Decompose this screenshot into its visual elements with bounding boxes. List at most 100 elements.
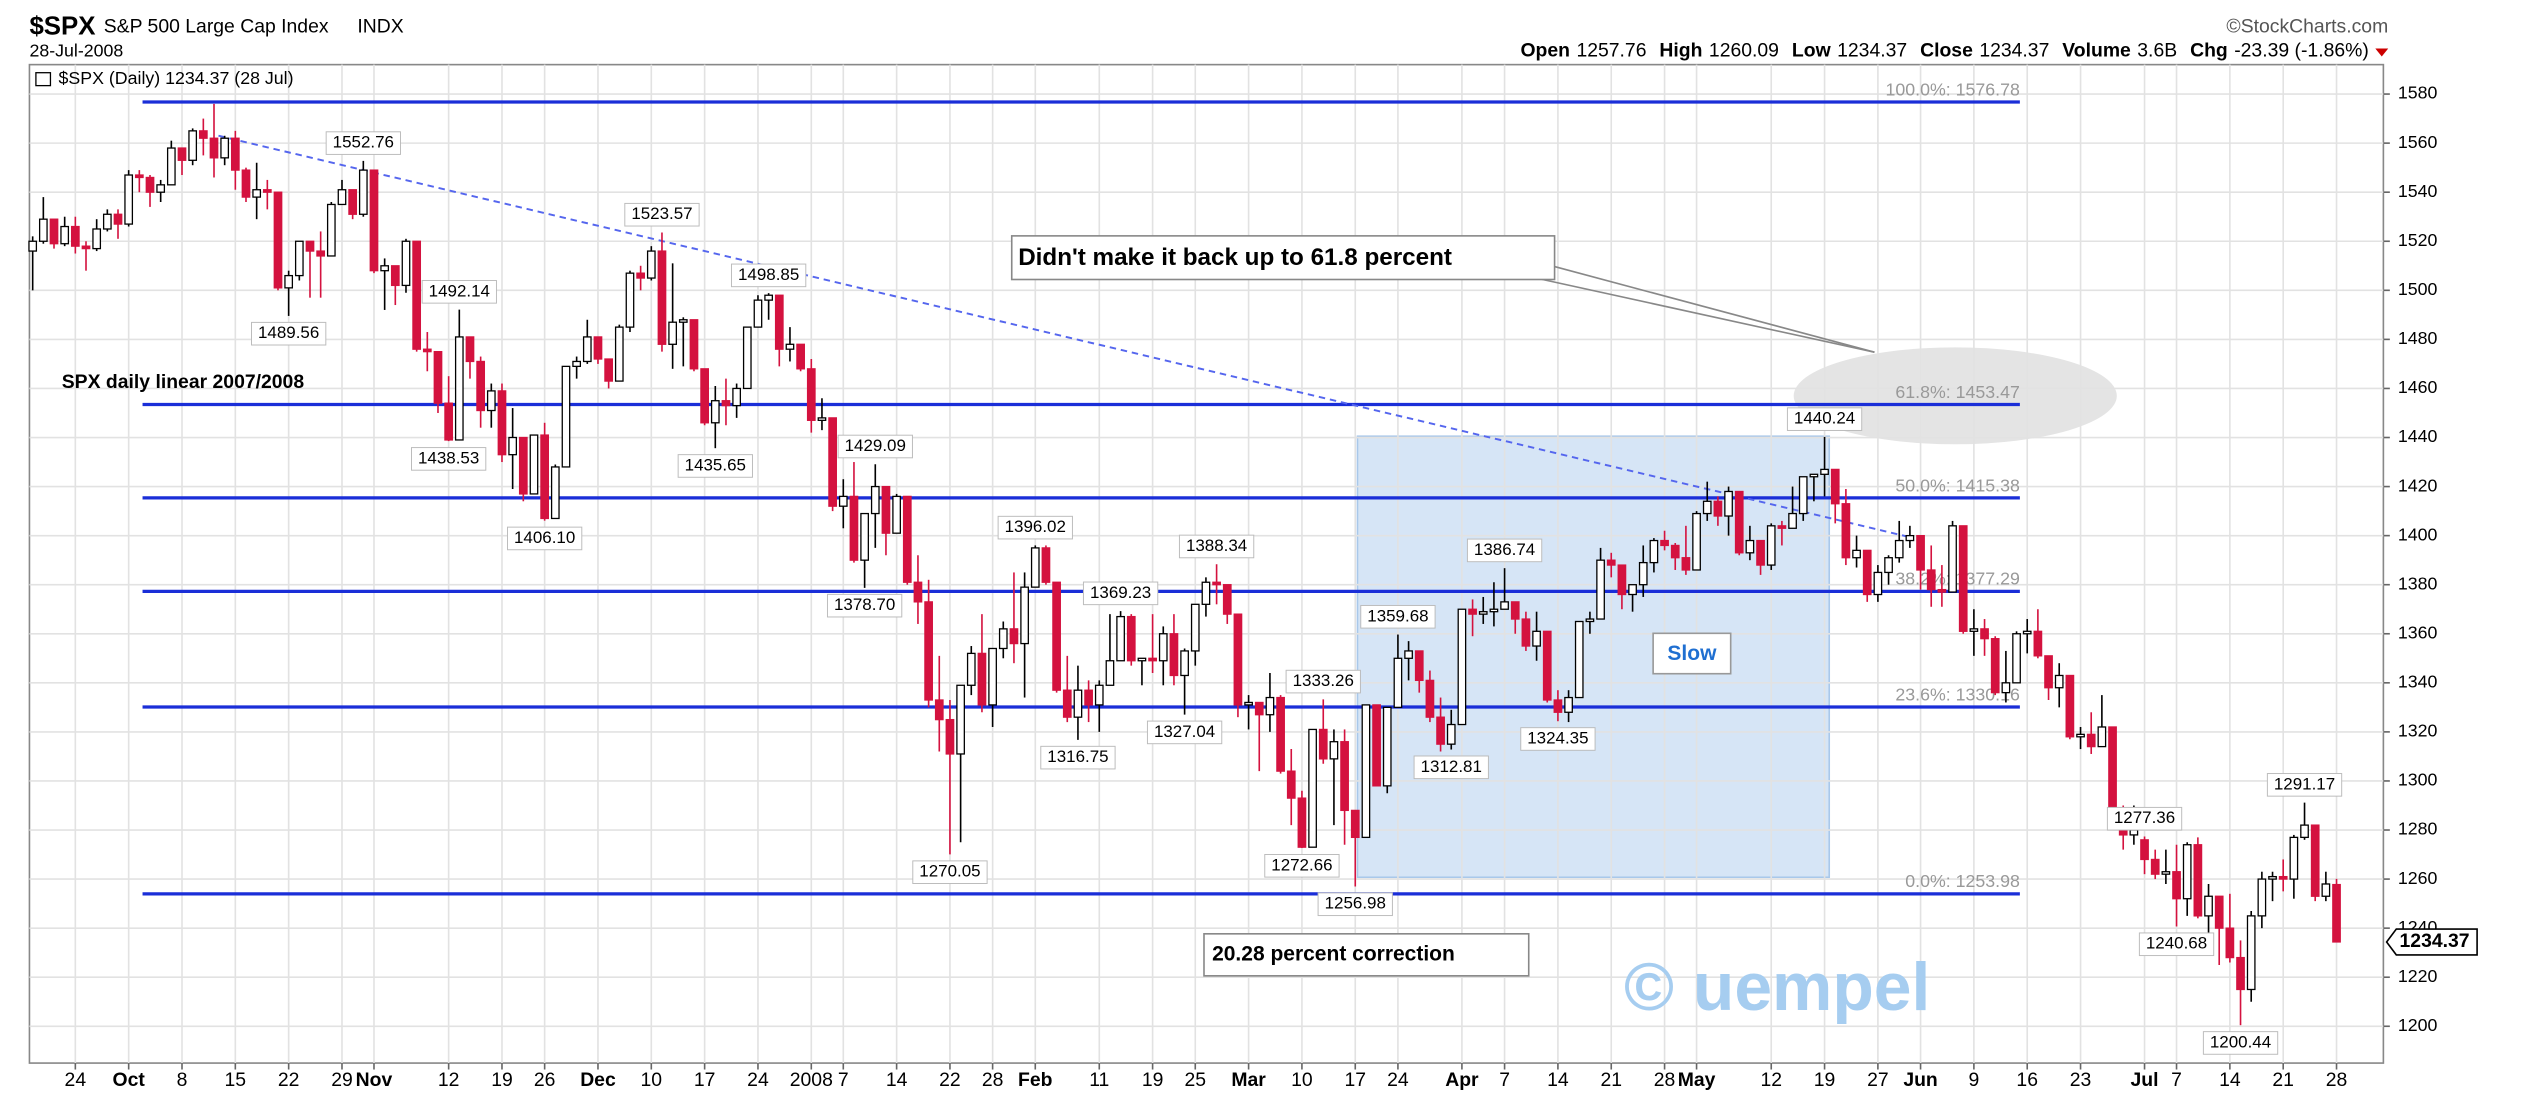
pivot-label: 1489.56 (258, 323, 319, 342)
pivot-label: 1492.14 (429, 281, 490, 300)
x-tick-label: 16 (2016, 1069, 2038, 1091)
quote-value: 1234.37 (1837, 40, 1907, 62)
pivot-label: 1333.26 (1293, 671, 1354, 690)
candle-body (262, 189, 272, 193)
x-tick-label: 22 (278, 1069, 300, 1091)
x-tick-label: 19 (1814, 1069, 1836, 1091)
candle-body (572, 360, 582, 368)
candle-body (2257, 878, 2267, 917)
candle-body (1286, 770, 1296, 799)
pivot-label: 1359.68 (1367, 606, 1428, 625)
candle-body (1926, 569, 1936, 591)
candle-body (337, 189, 347, 206)
candle-body (998, 628, 1008, 650)
candle-body (1670, 544, 1680, 559)
candle-body (2022, 630, 2032, 635)
candle-body (1766, 525, 1776, 566)
y-tick-label: 1540 (2398, 181, 2438, 201)
candle-body (1425, 679, 1435, 718)
pivot-label: 1435.65 (685, 455, 746, 474)
pivot-label: 1316.75 (1047, 747, 1108, 766)
candle-body (625, 272, 635, 328)
candle-body (476, 360, 486, 412)
x-tick-label: 28 (2326, 1069, 2348, 1091)
pivot-label: 1327.04 (1154, 722, 1215, 741)
candle-body (636, 272, 646, 279)
pivot-box (1285, 669, 1361, 694)
candle-body (2044, 655, 2053, 689)
candle-body (390, 265, 400, 287)
candle-body (1052, 581, 1061, 691)
candle-body (2001, 682, 2011, 694)
x-tick-label: 24 (65, 1069, 87, 1091)
x-tick-label: 12 (1760, 1069, 1782, 1091)
quote-value: -23.39 (-1.86%) (2234, 40, 2369, 62)
x-tick-label: 8 (177, 1069, 188, 1091)
quote-key: High (1659, 40, 1702, 62)
candle-body (1692, 512, 1701, 571)
candle-body (1884, 557, 1893, 574)
candle-body (1148, 657, 1157, 662)
candle-body (1020, 586, 1029, 645)
candle-body (1446, 723, 1456, 745)
candle-body (1276, 696, 1285, 772)
candle-body (1862, 549, 1872, 596)
candle-body (2076, 733, 2085, 738)
candle-body (1190, 603, 1200, 652)
source: ©StockCharts.com (2226, 16, 2388, 38)
candle-body (849, 495, 859, 561)
callout-text: Didn't make it back up to 61.8 percent (1018, 244, 1452, 271)
candle-body (1361, 704, 1371, 839)
x-tick-label: Oct (113, 1069, 146, 1091)
x-tick-label: 23 (2070, 1069, 2092, 1091)
pivot-box (421, 280, 497, 304)
candle-body (2182, 844, 2192, 900)
candle-body (1393, 657, 1403, 709)
candle-body (358, 169, 368, 215)
callout-pointer (1535, 277, 1875, 353)
callout-box (1010, 235, 1556, 281)
pivot-label: 1200.44 (2210, 1032, 2271, 1051)
pivot-label: 1440.24 (1794, 409, 1855, 428)
x-tick-label: 24 (747, 1069, 769, 1091)
candle-body (646, 250, 656, 279)
y-tick-label: 1340 (2398, 672, 2438, 692)
candle-body (1084, 689, 1093, 706)
candle-body (561, 365, 571, 468)
y-tick-label: 1500 (2398, 279, 2438, 299)
candle-body (1990, 638, 2000, 694)
candle-body (1606, 559, 1616, 566)
candle-body (582, 336, 592, 363)
pivot-box (1264, 854, 1340, 878)
candle-body (124, 174, 134, 225)
x-tick-label: 28 (982, 1069, 1004, 1091)
candle-body (1180, 650, 1189, 677)
candle-body (1702, 500, 1712, 515)
candle-body (1820, 468, 1829, 475)
fib-label: 100.0%: 1576.78 (1886, 79, 2020, 99)
quote-value: 1257.76 (1576, 40, 1646, 62)
pivot-label: 1552.76 (333, 133, 394, 152)
y-tick-label: 1440 (2398, 426, 2438, 446)
pivot-label: 1272.66 (1271, 855, 1332, 874)
candle-body (2172, 871, 2181, 900)
pivot-label: 1277.36 (2114, 808, 2175, 827)
candle-body (2129, 829, 2139, 836)
candle-body (508, 436, 518, 456)
candle-body (2225, 927, 2235, 959)
candle-body (796, 343, 805, 370)
candle-body (668, 321, 677, 345)
candle-body (444, 402, 454, 441)
candle-body (2268, 875, 2277, 880)
candle-body (1073, 689, 1083, 718)
pivot-label: 1386.74 (1474, 540, 1535, 559)
pivot-box (1466, 538, 1543, 563)
candle-body (348, 189, 358, 215)
candle-body (177, 147, 187, 161)
pivot-box (624, 202, 700, 227)
pivot-box (251, 321, 327, 346)
x-tick-label: Nov (356, 1069, 393, 1091)
x-tick-label: 29 (331, 1069, 353, 1091)
y-tick-label: 1400 (2398, 524, 2438, 544)
